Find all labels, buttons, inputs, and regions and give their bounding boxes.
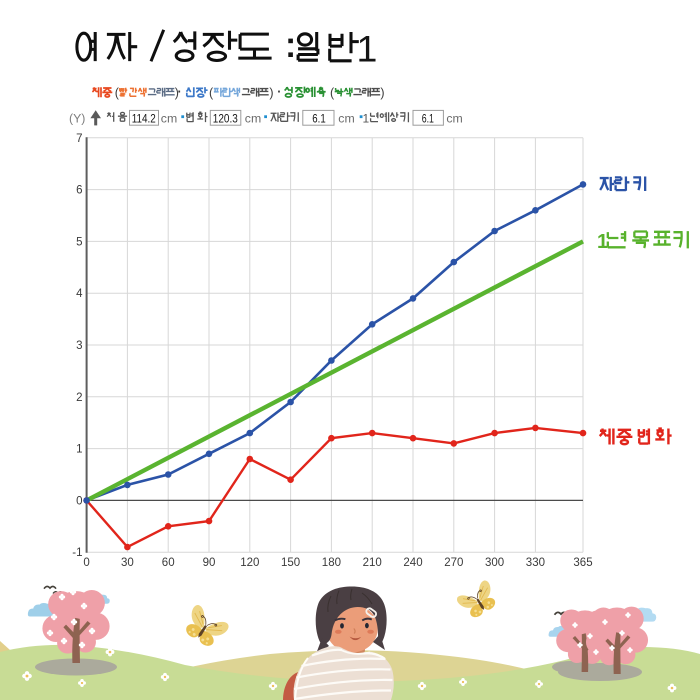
svg-text:150: 150 xyxy=(281,557,300,569)
svg-text:3: 3 xyxy=(76,340,82,352)
svg-text:cm: cm xyxy=(446,112,462,126)
svg-text:cm: cm xyxy=(245,112,261,126)
svg-text:120.3: 120.3 xyxy=(213,112,238,126)
svg-text:240: 240 xyxy=(403,557,422,569)
svg-text:120: 120 xyxy=(240,557,259,569)
svg-text:330: 330 xyxy=(526,557,545,569)
svg-text:(: ( xyxy=(209,86,214,100)
svg-text:300: 300 xyxy=(485,557,504,569)
svg-text:(: ( xyxy=(330,86,335,100)
svg-text:1: 1 xyxy=(76,444,82,456)
svg-text:·: · xyxy=(277,85,281,99)
svg-text:210: 210 xyxy=(363,557,382,569)
svg-text:4: 4 xyxy=(76,288,83,300)
svg-text:6: 6 xyxy=(76,185,82,197)
svg-text:-1: -1 xyxy=(72,547,82,559)
svg-text:0: 0 xyxy=(83,557,89,569)
svg-text:1: 1 xyxy=(597,231,608,253)
svg-text:270: 270 xyxy=(444,557,463,569)
svg-text:cm: cm xyxy=(338,112,354,126)
svg-text:2: 2 xyxy=(76,392,82,404)
svg-text:1: 1 xyxy=(357,28,378,70)
svg-text:30: 30 xyxy=(121,557,134,569)
svg-text:0: 0 xyxy=(76,495,82,507)
svg-text:(: ( xyxy=(115,86,120,100)
svg-text:5: 5 xyxy=(76,236,82,248)
svg-text:1: 1 xyxy=(363,111,370,125)
svg-text:6.1: 6.1 xyxy=(312,112,326,126)
svg-text:): ) xyxy=(380,86,384,100)
svg-text:(Y): (Y) xyxy=(69,111,85,125)
svg-text:·: · xyxy=(178,85,182,99)
svg-text:cm: cm xyxy=(161,112,177,126)
svg-text:180: 180 xyxy=(322,557,341,569)
svg-text:): ) xyxy=(269,86,273,100)
svg-text:114.2: 114.2 xyxy=(132,112,156,126)
svg-text:60: 60 xyxy=(162,557,175,569)
svg-text:365: 365 xyxy=(573,557,592,569)
svg-text:7: 7 xyxy=(76,133,82,145)
svg-text:): ) xyxy=(175,86,179,100)
svg-text:90: 90 xyxy=(203,557,216,569)
svg-text:6.1: 6.1 xyxy=(422,112,434,126)
